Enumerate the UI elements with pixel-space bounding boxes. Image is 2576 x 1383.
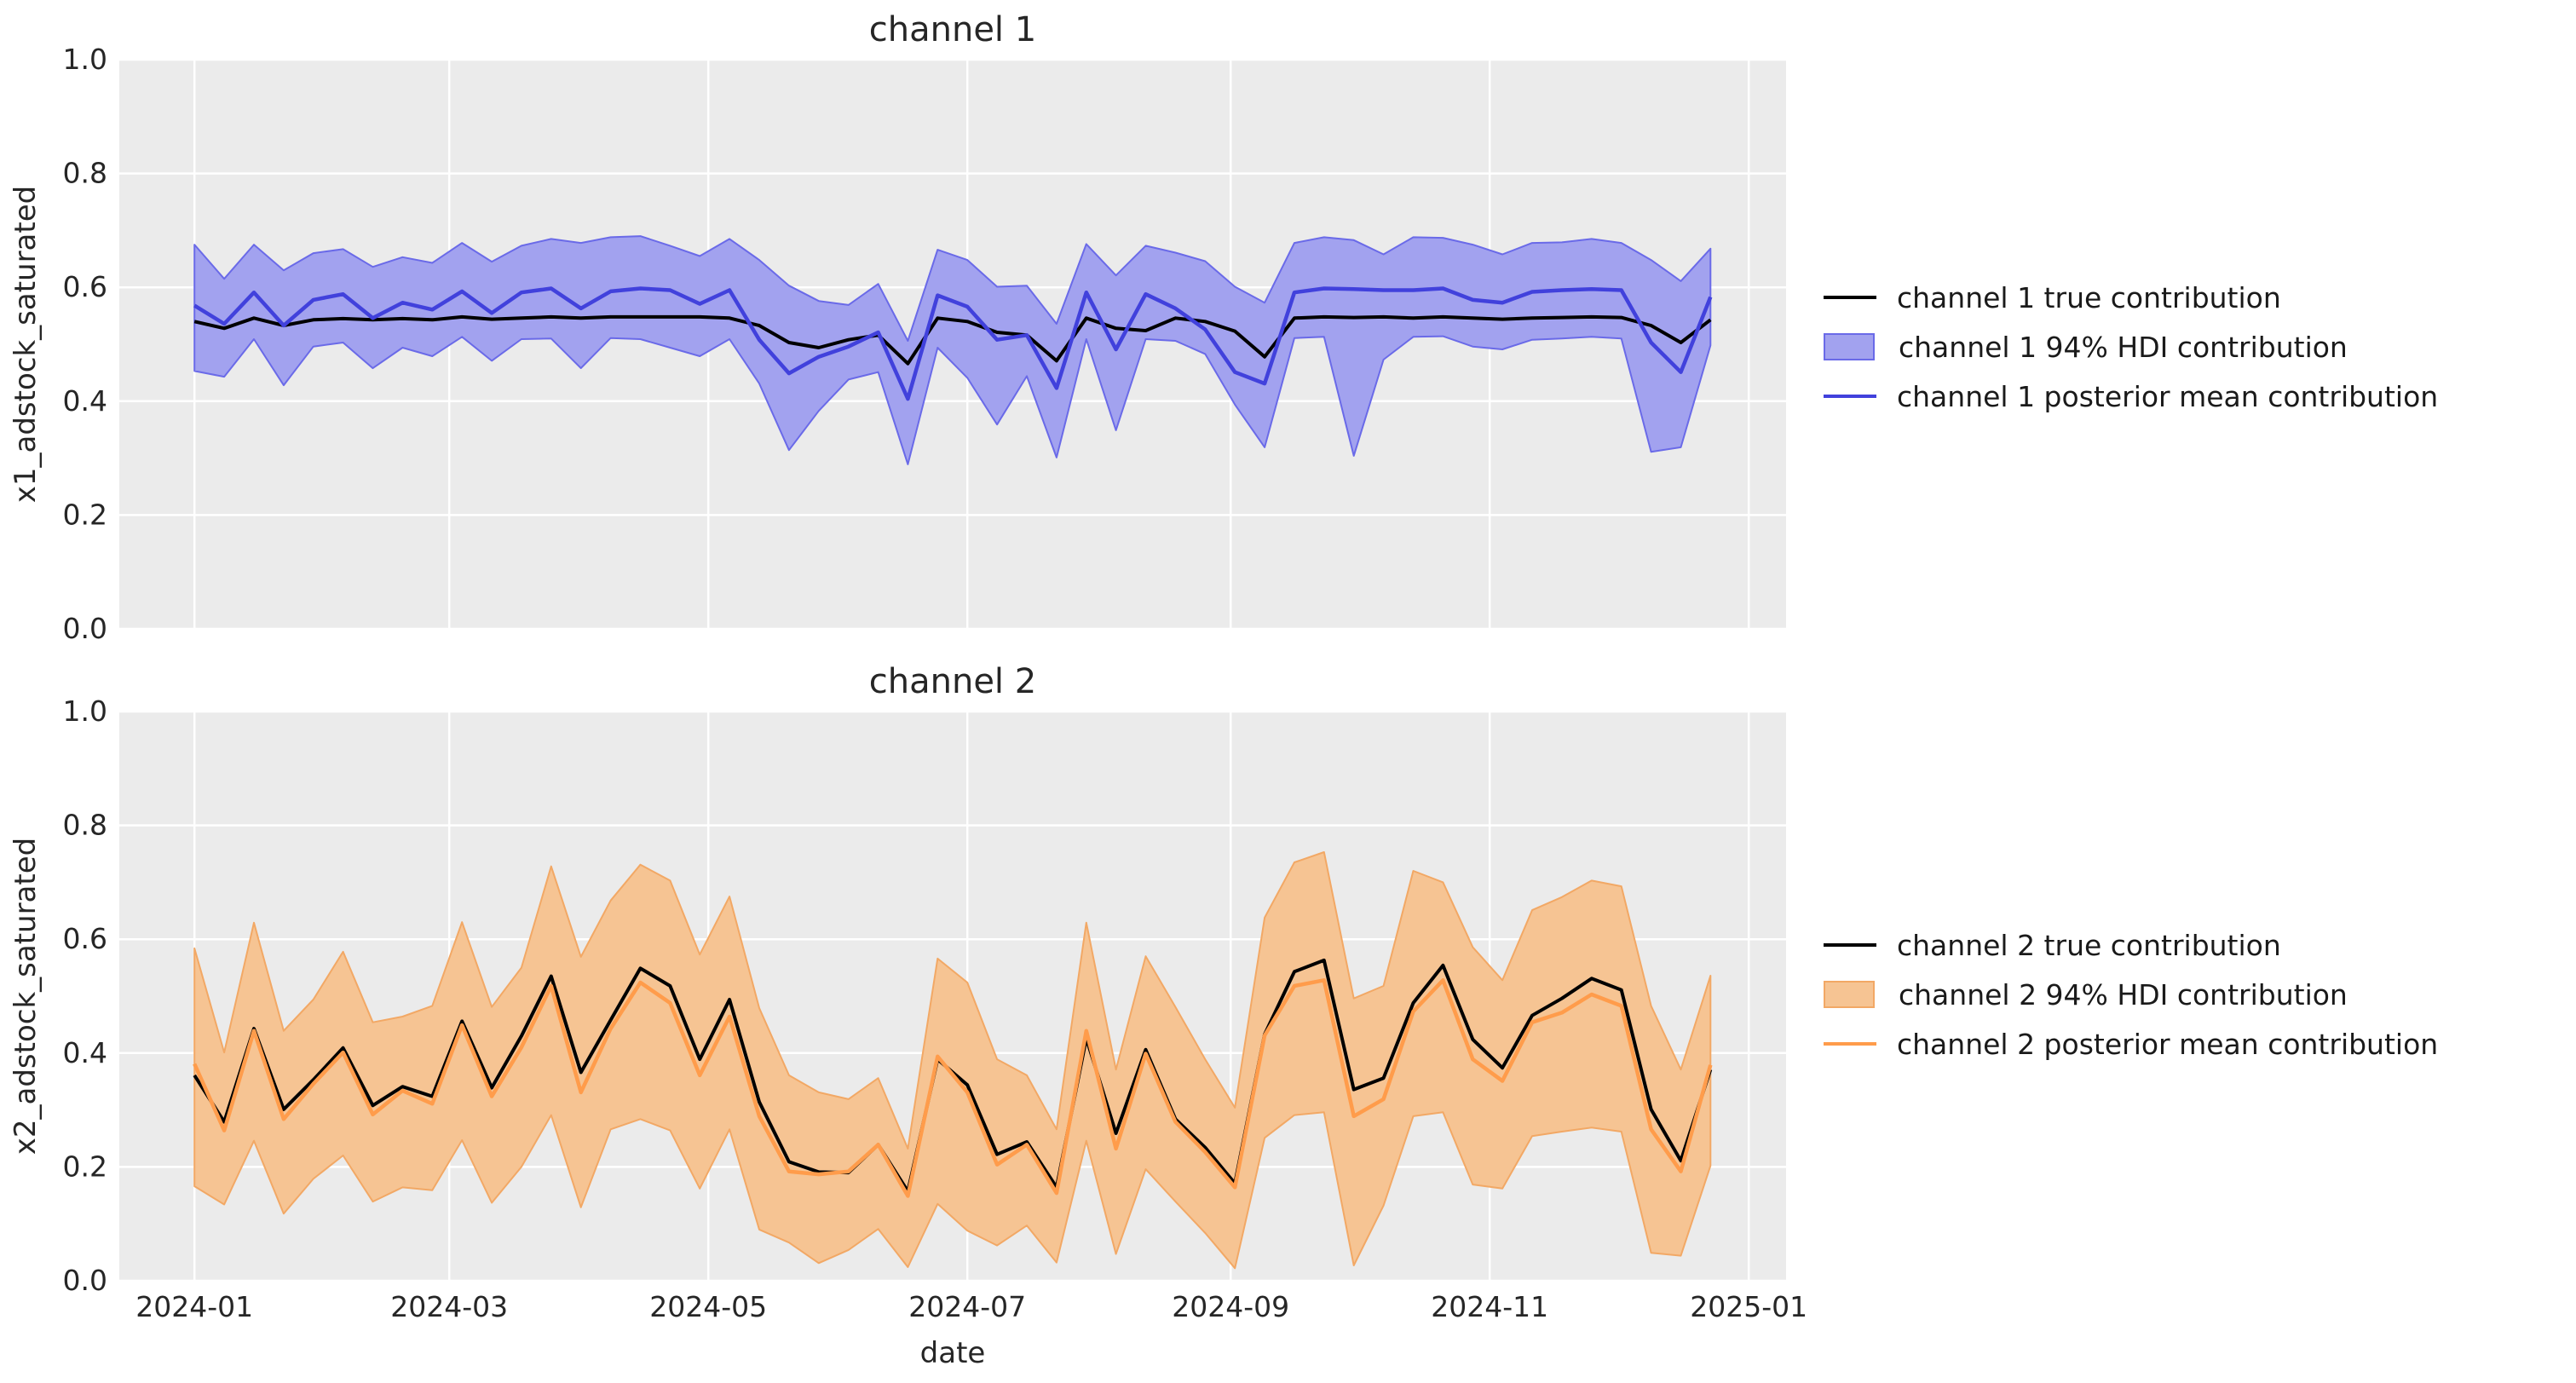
true-line-swatch xyxy=(1824,943,1876,947)
y-tick-label: 0.8 xyxy=(63,157,107,190)
hdi-band xyxy=(193,235,1712,465)
legend-item: channel 2 posterior mean contribution xyxy=(1824,1019,2438,1069)
true-contribution-line xyxy=(193,314,1712,366)
plot1-title: channel 1 xyxy=(868,10,1037,49)
x-tick-label: 2024-07 xyxy=(908,1290,1026,1323)
x-tick-label: 2024-11 xyxy=(1431,1290,1548,1323)
y-tick-label: 0.4 xyxy=(63,384,107,418)
legend-label: channel 1 94% HDI contribution xyxy=(1899,330,2348,364)
y-tick-label: 0.0 xyxy=(63,612,107,645)
legend-item: channel 2 true contribution xyxy=(1824,920,2438,970)
x-axis-label: date xyxy=(919,1336,986,1370)
x-tick-label: 2024-03 xyxy=(390,1290,508,1323)
y-tick-label: 1.0 xyxy=(63,43,107,76)
hdi-band-swatch xyxy=(1824,333,1875,360)
y-tick-label: 0.2 xyxy=(63,498,107,531)
posterior-mean-line xyxy=(193,286,1713,401)
legend-label: channel 1 posterior mean contribution xyxy=(1897,379,2439,413)
legend-label: channel 2 94% HDI contribution xyxy=(1899,977,2348,1011)
plot2-legend: channel 2 true contribution channel 2 94… xyxy=(1824,920,2438,1069)
x-tick-label: 2024-05 xyxy=(649,1290,767,1323)
legend-item: channel 2 94% HDI contribution xyxy=(1824,970,2438,1019)
plot1-ylabel: x1_adstock_saturated xyxy=(9,185,43,504)
mean-line-swatch xyxy=(1824,395,1876,398)
x-tick-label: 2025-01 xyxy=(1690,1290,1807,1323)
posterior-mean-line xyxy=(193,978,1713,1198)
x-tick-label: 2024-09 xyxy=(1172,1290,1289,1323)
x-tick-label: 2024-01 xyxy=(135,1290,253,1323)
y-tick-label: 0.0 xyxy=(63,1264,107,1297)
hdi-band-swatch xyxy=(1824,981,1875,1008)
plot2-title: channel 2 xyxy=(868,662,1037,701)
subplot-channel-2: 0.0 0.2 0.4 0.6 0.8 1.0 2024-01 2024-03 2024-05 2… xyxy=(63,694,1808,1323)
plot1-legend: channel 1 true contribution channel 1 94… xyxy=(1824,273,2438,421)
hdi-band xyxy=(193,851,1712,1270)
legend-item: channel 1 true contribution xyxy=(1824,273,2438,322)
legend-label: channel 2 true contribution xyxy=(1897,928,2281,962)
legend-label: channel 2 posterior mean contribution xyxy=(1897,1027,2439,1061)
y-tick-label: 0.6 xyxy=(63,922,107,955)
y-tick-label: 1.0 xyxy=(63,694,107,728)
true-line-swatch xyxy=(1824,296,1876,299)
plot2-ylabel: x2_adstock_saturated xyxy=(9,837,43,1155)
y-tick-label: 0.4 xyxy=(63,1036,107,1069)
legend-item: channel 1 94% HDI contribution xyxy=(1824,322,2438,372)
legend-item: channel 1 posterior mean contribution xyxy=(1824,372,2438,421)
y-tick-label: 0.6 xyxy=(63,270,107,303)
y-tick-label: 0.8 xyxy=(63,809,107,842)
subplot-channel-1: 0.0 0.2 0.4 0.6 0.8 1.0 xyxy=(63,43,1786,645)
mean-line-swatch xyxy=(1824,1042,1876,1046)
legend-label: channel 1 true contribution xyxy=(1897,280,2281,314)
y-tick-label: 0.2 xyxy=(63,1150,107,1183)
